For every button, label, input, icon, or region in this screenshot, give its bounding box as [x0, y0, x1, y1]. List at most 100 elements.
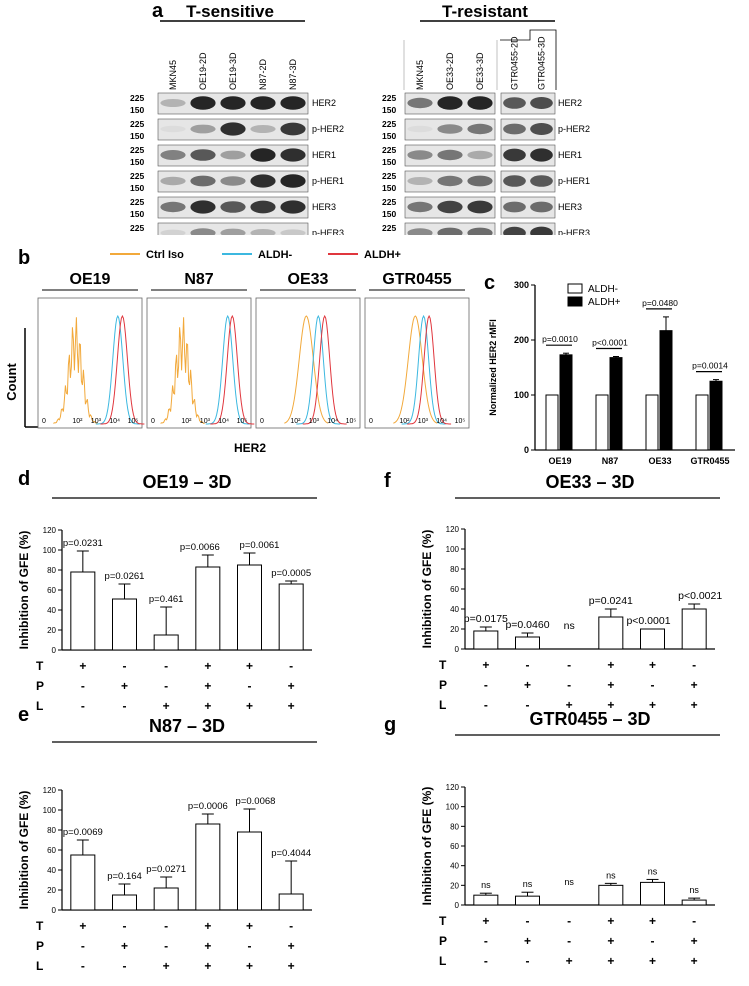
bar: [153, 634, 179, 651]
p-value-label: ns: [564, 877, 574, 887]
right-band: [530, 123, 553, 135]
panel-d-label: d: [18, 468, 31, 490]
treatment-row-label: L: [36, 699, 43, 713]
treatment-sign: +: [246, 659, 253, 673]
y-tick-label: 120: [446, 525, 460, 534]
y-tick-label: 120: [43, 786, 57, 795]
y-tick-label: 40: [450, 605, 459, 614]
p-value-label: p=0.4044: [271, 848, 311, 859]
c-bar-ALDH+: [659, 330, 673, 451]
treatment-sign: +: [691, 954, 698, 968]
left-mw-label: 225: [130, 119, 144, 129]
right-band: [437, 149, 463, 161]
right-mw-label: 150: [382, 105, 396, 115]
treatment-sign: -: [484, 698, 488, 712]
bar: [195, 566, 221, 651]
left-blot-title: T-sensitive: [186, 2, 274, 21]
left-mw-label: 225: [130, 93, 144, 103]
bar: [473, 630, 499, 650]
bar: [278, 583, 304, 651]
right-lane-bracket: [500, 29, 557, 90]
bar: [681, 899, 707, 906]
c-p-value: p=0.0480: [642, 298, 678, 308]
y-tick-label: 0: [455, 645, 460, 654]
bar: [681, 608, 707, 650]
treatment-sign: -: [692, 658, 696, 672]
left-band: [190, 124, 216, 134]
treatment-sign: -: [81, 939, 85, 953]
left-mw-label: 150: [130, 105, 144, 115]
left-band: [280, 148, 306, 162]
p-value-label: p=0.164: [107, 871, 142, 882]
left-lane-label: MKN45: [168, 60, 178, 90]
left-mw-label: 225: [130, 197, 144, 207]
y-tick-label: 20: [450, 625, 459, 634]
flow-plot-frame: [364, 297, 470, 429]
bar: [598, 884, 624, 906]
flow-tick-label: 10²: [181, 418, 192, 425]
treatment-sign: -: [567, 658, 571, 672]
c-legend-label: ALDH+: [588, 297, 621, 308]
c-p-value: p=0.0010: [542, 334, 578, 344]
p-value-label: p=0.0066: [180, 542, 220, 553]
y-tick-label: 20: [47, 886, 56, 895]
right-band: [503, 226, 526, 235]
flow-tick-label: 10³: [200, 418, 211, 425]
c-bar-ALDH-: [545, 394, 559, 451]
right-blot-title: T-resistant: [442, 2, 528, 21]
left-mw-label: 150: [130, 209, 144, 219]
treatment-sign: -: [484, 954, 488, 968]
left-marker-label: HER1: [312, 150, 336, 160]
p-value-label: p=0.461: [149, 594, 184, 605]
treatment-sign: +: [607, 954, 614, 968]
flow-histogram-1: [296, 314, 341, 425]
treatment-sign: +: [288, 679, 295, 693]
treatment-sign: +: [163, 699, 170, 713]
bar: [515, 895, 540, 906]
p-value-label: p=0.0261: [105, 571, 145, 582]
bar: [195, 823, 221, 911]
right-band: [407, 125, 433, 133]
flow-tick-label: 10⁴: [436, 418, 447, 425]
treatment-sign: -: [526, 914, 530, 928]
bar: [473, 894, 499, 906]
panel-c-label: c: [484, 272, 496, 294]
y-axis-label: Inhibition of GFE (%): [17, 531, 31, 650]
treatment-sign: +: [204, 939, 211, 953]
right-mw-label: 150: [382, 157, 396, 167]
treatment-sign: +: [121, 679, 128, 693]
chart-g: GTR0455 – 3D Inhibition of GFE (%) 0 20 40 60…: [420, 709, 720, 968]
left-band: [160, 201, 186, 213]
y-tick-label: 20: [450, 881, 459, 890]
left-band: [160, 125, 186, 133]
treatment-sign: +: [204, 699, 211, 713]
treatment-row-label: P: [36, 679, 44, 693]
treatment-sign: -: [164, 679, 168, 693]
flow-tick-label: 10³: [309, 418, 320, 425]
right-band: [437, 96, 463, 110]
c-y-tick-label: 0: [524, 445, 529, 455]
treatment-sign: +: [246, 699, 253, 713]
right-band: [503, 97, 526, 109]
chart-e: N87 – 3D Inhibition of GFE (%) 0 20 40 60 80 10…: [17, 716, 317, 973]
right-band: [503, 201, 526, 213]
right-marker-label: HER2: [558, 98, 582, 108]
right-band: [503, 148, 526, 162]
left-band: [250, 229, 276, 235]
bar: [515, 636, 540, 650]
p-value-label: ns: [564, 620, 575, 632]
p-value-label: p=0.0231: [63, 538, 103, 549]
treatment-sign: -: [651, 934, 655, 948]
left-band: [280, 174, 306, 188]
treatment-sign: +: [163, 959, 170, 973]
right-marker-label: p-HER1: [558, 176, 590, 186]
treatment-sign: +: [246, 919, 253, 933]
y-tick-label: 80: [47, 826, 56, 835]
left-marker-label: HER3: [312, 202, 336, 212]
left-band: [250, 148, 276, 162]
treatment-sign: +: [607, 914, 614, 928]
left-mw-label: 150: [130, 157, 144, 167]
treatment-row-label: T: [439, 914, 447, 928]
right-mw-label: 225: [382, 223, 396, 233]
flow-tick-label: 10²: [72, 418, 83, 425]
